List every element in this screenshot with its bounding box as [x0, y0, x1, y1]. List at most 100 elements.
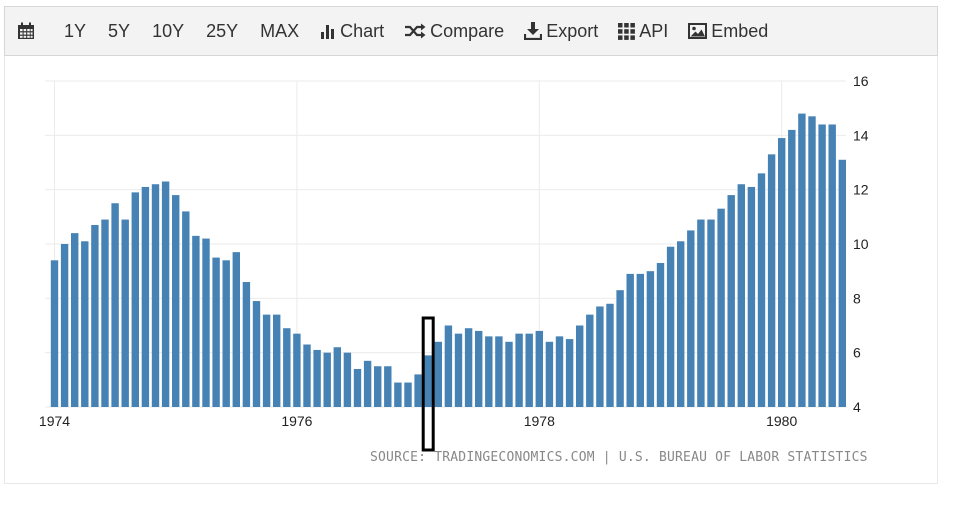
- bar[interactable]: [717, 208, 725, 407]
- chart-bars: [50, 113, 846, 408]
- bar[interactable]: [818, 124, 826, 407]
- bar[interactable]: [151, 184, 160, 407]
- embed-button[interactable]: Embed: [678, 7, 778, 55]
- bar[interactable]: [798, 113, 806, 407]
- bar[interactable]: [505, 341, 513, 407]
- bar[interactable]: [656, 263, 665, 407]
- bar[interactable]: [646, 271, 655, 407]
- bar[interactable]: [293, 333, 301, 407]
- bar[interactable]: [565, 339, 574, 407]
- api-button[interactable]: API: [608, 7, 678, 55]
- bar[interactable]: [596, 306, 604, 407]
- bar[interactable]: [101, 219, 109, 407]
- bar[interactable]: [666, 246, 675, 407]
- export-button[interactable]: Export: [514, 7, 608, 55]
- bar[interactable]: [767, 154, 776, 407]
- bar[interactable]: [454, 333, 463, 407]
- chart-button[interactable]: Chart: [310, 7, 394, 55]
- toolbar: 1Y 5Y 10Y 25Y MAX Chart Compare Export: [4, 6, 938, 56]
- download-icon: [524, 22, 543, 40]
- bar[interactable]: [464, 328, 473, 407]
- bar[interactable]: [808, 116, 816, 407]
- bar[interactable]: [626, 273, 634, 407]
- range-1y-button[interactable]: 1Y: [64, 20, 87, 41]
- bar[interactable]: [525, 333, 533, 407]
- bar[interactable]: [747, 186, 756, 407]
- bar[interactable]: [535, 330, 543, 407]
- bar[interactable]: [576, 325, 584, 408]
- bar[interactable]: [303, 344, 311, 407]
- bar[interactable]: [111, 203, 119, 407]
- bar[interactable]: [838, 159, 846, 407]
- bar[interactable]: [262, 314, 271, 407]
- bar[interactable]: [434, 341, 442, 407]
- bar[interactable]: [586, 314, 594, 407]
- bar[interactable]: [414, 374, 422, 407]
- bar[interactable]: [374, 366, 382, 407]
- bar[interactable]: [141, 186, 150, 407]
- y-tick-label: 4: [853, 399, 861, 415]
- bar[interactable]: [232, 252, 240, 407]
- bar[interactable]: [212, 257, 220, 407]
- bar[interactable]: [757, 173, 766, 407]
- bar[interactable]: [172, 195, 180, 407]
- x-tick-label: 1974: [39, 413, 70, 429]
- bar[interactable]: [81, 241, 89, 407]
- bar[interactable]: [323, 352, 331, 407]
- y-tick-label: 14: [853, 127, 869, 143]
- bar[interactable]: [475, 330, 483, 407]
- bar[interactable]: [555, 336, 564, 407]
- bar[interactable]: [50, 260, 59, 407]
- bar[interactable]: [202, 238, 210, 407]
- range-10y-button[interactable]: 10Y: [152, 20, 185, 41]
- bar[interactable]: [161, 181, 170, 407]
- bar[interactable]: [515, 333, 523, 407]
- calendar-button[interactable]: [5, 7, 53, 55]
- bar[interactable]: [313, 349, 321, 407]
- compare-label: Compare: [430, 20, 505, 41]
- bar[interactable]: [495, 336, 503, 407]
- bar[interactable]: [444, 325, 453, 408]
- bar[interactable]: [91, 224, 99, 407]
- bar[interactable]: [131, 192, 139, 407]
- bar[interactable]: [283, 328, 291, 407]
- bar[interactable]: [606, 303, 614, 407]
- bar[interactable]: [192, 235, 200, 407]
- bar[interactable]: [707, 219, 715, 407]
- bar[interactable]: [394, 382, 402, 407]
- compare-button[interactable]: Compare: [394, 7, 514, 55]
- bar[interactable]: [737, 184, 745, 407]
- bar[interactable]: [687, 230, 695, 407]
- bar[interactable]: [182, 211, 190, 407]
- bar[interactable]: [333, 347, 341, 407]
- bar[interactable]: [828, 124, 836, 407]
- bar[interactable]: [121, 219, 129, 407]
- bar[interactable]: [60, 244, 69, 407]
- bar[interactable]: [273, 314, 281, 407]
- bar[interactable]: [545, 341, 554, 407]
- bar[interactable]: [252, 301, 261, 407]
- bar[interactable]: [697, 219, 705, 407]
- bar[interactable]: [788, 129, 796, 407]
- bar[interactable]: [71, 233, 79, 407]
- bar[interactable]: [778, 138, 786, 408]
- bar[interactable]: [384, 366, 392, 407]
- bar[interactable]: [616, 290, 624, 407]
- bar[interactable]: [485, 336, 493, 407]
- bar[interactable]: [363, 360, 372, 407]
- bar[interactable]: [242, 282, 251, 407]
- range-5y-button[interactable]: 5Y: [108, 20, 131, 41]
- bar[interactable]: [424, 355, 432, 407]
- bar[interactable]: [677, 241, 685, 407]
- bar[interactable]: [404, 382, 412, 407]
- bar[interactable]: [343, 352, 352, 407]
- bar[interactable]: [353, 368, 362, 407]
- range-max-button[interactable]: MAX: [260, 20, 300, 41]
- bar[interactable]: [727, 195, 735, 407]
- bar-chart-icon: [321, 25, 335, 39]
- bar[interactable]: [222, 260, 230, 407]
- api-label: API: [639, 20, 669, 41]
- range-25y-button[interactable]: 25Y: [206, 20, 239, 41]
- bar[interactable]: [636, 273, 644, 407]
- y-axis-ticks: 4 6 8 10 12 14 16: [853, 73, 869, 415]
